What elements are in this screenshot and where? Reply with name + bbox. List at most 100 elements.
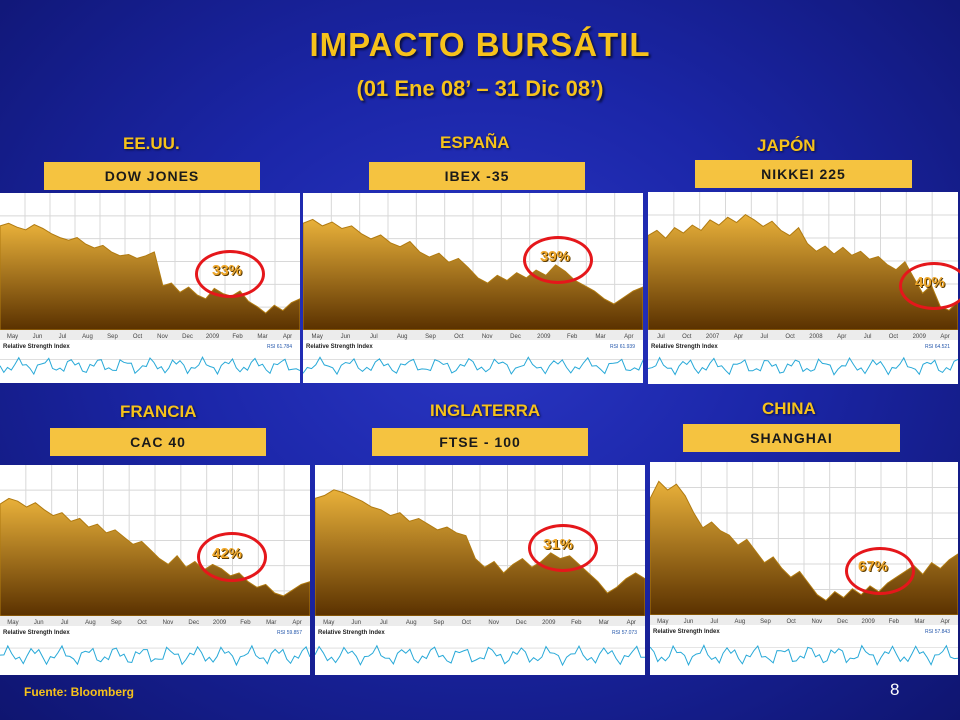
x-tick-label: Jun [341, 334, 351, 340]
x-tick-label: Nov [157, 334, 168, 340]
x-tick-label: Oct [889, 334, 899, 340]
x-tick-label: 2009 [913, 334, 927, 340]
x-tick-label: May [657, 619, 668, 625]
drop-label-nikkei: 40% [915, 274, 946, 291]
x-tick-label: 2009 [206, 334, 220, 340]
index-box-dow-jones: DOW JONES [44, 162, 260, 190]
chart-panel-shanghai: May Jun Jul Aug Sep Oct Nov Dec 2009 Feb Mar Apr Rel… [650, 462, 958, 675]
drop-label-dow: 33% [212, 262, 243, 279]
x-tick-label: 2009 [542, 620, 556, 626]
x-tick-label: Oct [785, 334, 795, 340]
price-area-series [315, 489, 645, 617]
x-tick-label: Feb [571, 620, 582, 626]
x-tick-label: Apr [627, 620, 636, 626]
x-tick-label: Feb [567, 334, 578, 340]
country-label-japan: JAPÓN [757, 136, 816, 155]
x-tick-label: Aug [397, 334, 408, 340]
x-tick-label: Apr [292, 620, 301, 626]
country-label-france: FRANCIA [120, 402, 197, 421]
x-tick-label: Nov [488, 620, 499, 626]
x-tick-label: Apr [624, 334, 633, 340]
x-tick-label: Aug [82, 334, 93, 340]
x-tick-label: Nov [811, 619, 822, 625]
x-tick-label: Jul [370, 334, 378, 340]
x-tick-label: Oct [133, 334, 143, 340]
rsi-label: Relative Strength Index [306, 344, 373, 350]
drop-label-ibex: 39% [540, 248, 571, 265]
rsi-label: Relative Strength Index [651, 344, 718, 350]
x-tick-label: Mar [266, 620, 276, 626]
rsi-line [303, 356, 643, 376]
country-label-usa: EE.UU. [123, 134, 180, 153]
page-title: IMPACTO BURSÁTIL [309, 26, 651, 63]
x-tick-label: Dec [182, 334, 193, 340]
x-tick-label: May [7, 334, 18, 340]
x-tick-label: May [7, 620, 18, 626]
highlight-circle-nikkei [899, 262, 960, 310]
x-tick-label: 2009 [213, 620, 227, 626]
index-box-shanghai: SHANGHAI [683, 424, 900, 452]
rsi-line [0, 356, 300, 376]
country-label-england: INGLATERRA [430, 401, 541, 420]
rsi-label: Relative Strength Index [3, 630, 70, 636]
highlight-circle-cac [197, 532, 267, 582]
rsi-value: RSI 61.939 [610, 344, 635, 350]
x-tick-label: Sep [760, 619, 771, 625]
x-tick-label: Feb [889, 619, 900, 625]
rsi-value: RSI 59.857 [277, 630, 302, 636]
x-tick-label: Dec [188, 620, 199, 626]
x-tick-label: Oct [137, 620, 147, 626]
x-tick-label: Jun [33, 334, 43, 340]
page-number: 8 [890, 680, 900, 699]
x-tick-label: Sep [111, 620, 122, 626]
highlight-circle-ibex [523, 236, 593, 284]
x-tick-label: Dec [510, 334, 521, 340]
x-tick-label: Dec [516, 620, 527, 626]
drop-label-shanghai: 67% [858, 558, 889, 575]
price-area-series [650, 480, 958, 616]
x-tick-label: Jul [760, 334, 768, 340]
price-area-series [303, 218, 643, 331]
x-tick-label: Jul [710, 619, 718, 625]
x-tick-label: Aug [734, 619, 745, 625]
rsi-value: RSI 61.784 [267, 344, 292, 350]
x-tick-label: Jun [684, 619, 694, 625]
chart-panel-ftse: May Jun Jul Aug Sep Oct Nov Dec 2009 Feb Mar Apr Rel… [315, 465, 645, 675]
x-tick-label: 2009 [537, 334, 551, 340]
chart-panel-ibex: May Jun Jul Aug Sep Oct Nov Dec 2009 Feb Mar Apr Rel… [303, 193, 643, 383]
price-area-series [0, 222, 300, 331]
x-tick-label: Aug [406, 620, 417, 626]
x-tick-label: Apr [940, 619, 949, 625]
x-tick-label: Nov [482, 334, 493, 340]
x-tick-label: Oct [454, 334, 464, 340]
index-box-cac: CAC 40 [50, 428, 266, 456]
index-box-ftse: FTSE - 100 [372, 428, 588, 456]
x-tick-label: Mar [257, 334, 267, 340]
x-tick-label: Oct [682, 334, 692, 340]
rsi-label: Relative Strength Index [318, 630, 385, 636]
x-tick-label: May [323, 620, 334, 626]
chart-panel-cac: May Jun Jul Aug Sep Oct Nov Dec 2009 Feb Mar Apr Rel… [0, 465, 310, 675]
rsi-line [0, 644, 310, 667]
page-subtitle: (01 Ene 08’ – 31 Dic 08’) [356, 76, 604, 101]
country-label-spain: ESPAÑA [440, 133, 510, 152]
country-label-china: CHINA [762, 399, 816, 418]
x-tick-label: Sep [433, 620, 444, 626]
x-tick-label: Dec [837, 619, 848, 625]
x-tick-label: 2008 [809, 334, 823, 340]
x-tick-label: Apr [283, 334, 292, 340]
x-tick-label: Feb [232, 334, 243, 340]
rsi-line [315, 644, 645, 667]
x-tick-label: Mar [595, 334, 605, 340]
x-tick-label: Sep [425, 334, 436, 340]
x-tick-label: Jul [864, 334, 872, 340]
rsi-label: Relative Strength Index [653, 629, 720, 635]
highlight-circle-dow [195, 250, 265, 298]
x-tick-label: Jul [657, 334, 665, 340]
x-tick-label: 2009 [861, 619, 875, 625]
x-tick-label: Feb [240, 620, 251, 626]
rsi-value: RSI 57.073 [612, 630, 637, 636]
x-tick-label: Apr [734, 334, 743, 340]
x-tick-label: Oct [786, 619, 796, 625]
rsi-value: RSI 64.521 [925, 344, 950, 350]
